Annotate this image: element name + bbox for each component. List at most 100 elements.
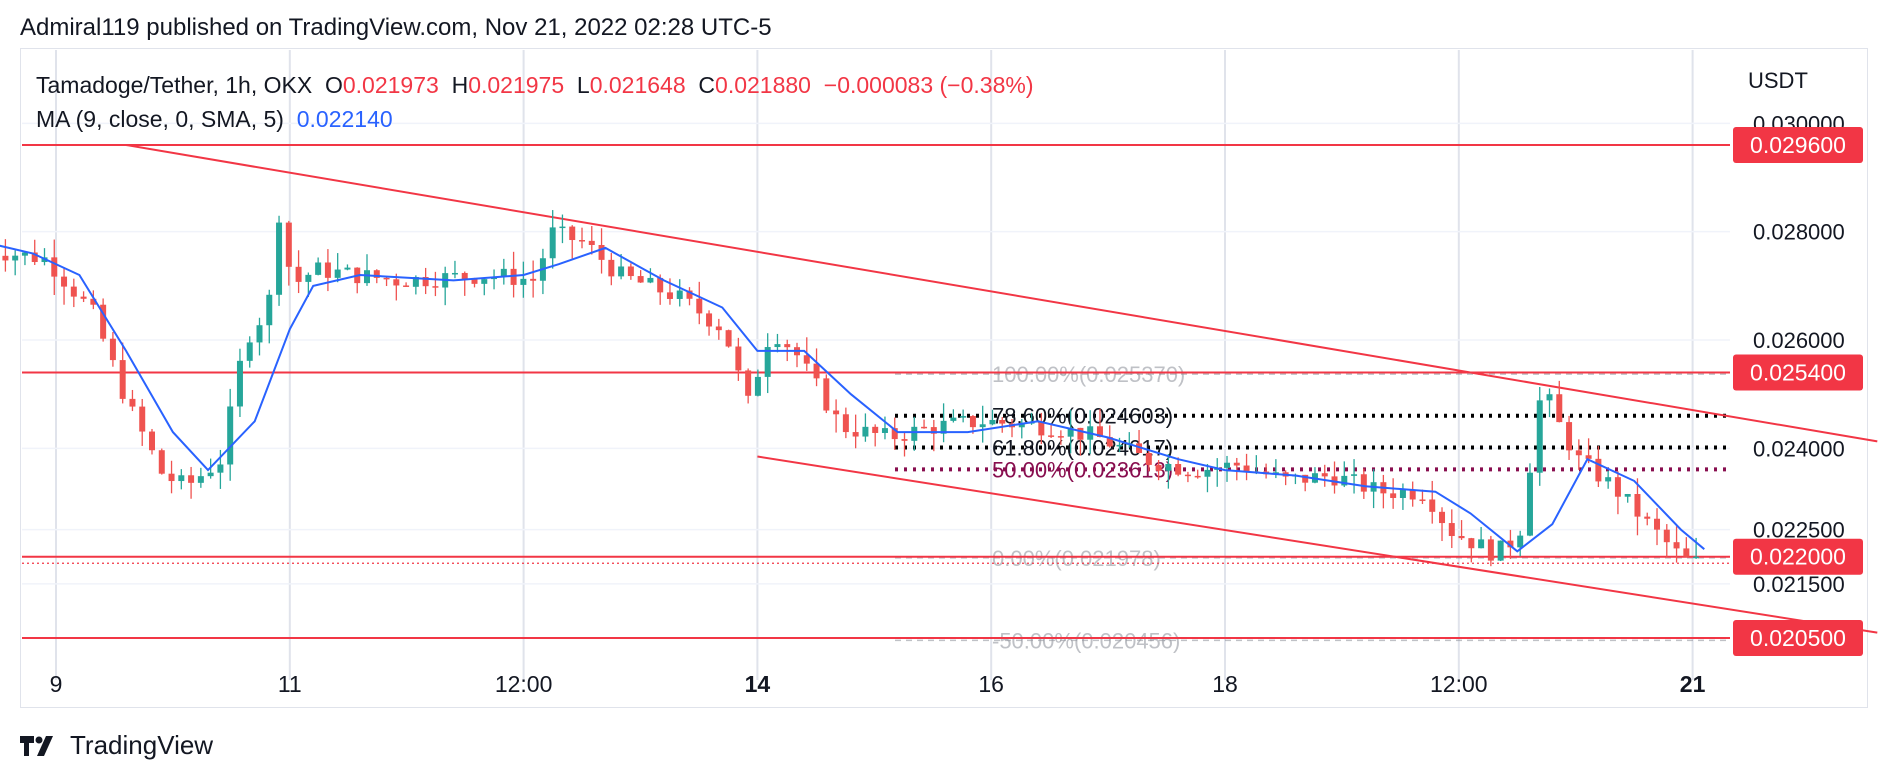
price-tag-bg bbox=[1733, 354, 1863, 391]
candle-body bbox=[2, 255, 9, 261]
candle-body bbox=[657, 277, 664, 293]
candle-body bbox=[588, 240, 595, 246]
channel-lower-line[interactable] bbox=[757, 455, 1878, 634]
symbol-label[interactable]: Tamadoge/Tether, 1h, OKX bbox=[36, 72, 313, 98]
candle-body bbox=[1321, 473, 1328, 477]
candle-body bbox=[383, 277, 390, 280]
candle-body bbox=[852, 432, 859, 437]
candle-body bbox=[1302, 474, 1309, 483]
candle-body bbox=[1673, 542, 1680, 549]
candle-body bbox=[188, 475, 195, 483]
candle-body bbox=[139, 406, 146, 432]
ma-line[interactable] bbox=[0, 243, 1705, 553]
candle-body bbox=[1507, 540, 1514, 548]
fib-level-label: -50.00%(0.020456) bbox=[992, 628, 1180, 653]
candle-body bbox=[1595, 458, 1602, 482]
close-label: C bbox=[698, 72, 716, 98]
tradingview-brand: TradingView bbox=[70, 730, 214, 760]
candle-body bbox=[569, 226, 576, 241]
candle-body bbox=[764, 347, 771, 377]
candle-body bbox=[1165, 463, 1172, 471]
candle-body bbox=[715, 326, 722, 331]
candle-body bbox=[90, 298, 97, 305]
candle-body bbox=[51, 257, 58, 277]
candle-body bbox=[119, 360, 126, 399]
candle-body bbox=[70, 286, 77, 297]
candle-body bbox=[295, 266, 302, 282]
candle-body bbox=[412, 276, 419, 287]
candle-body bbox=[334, 269, 341, 278]
candle-body bbox=[520, 278, 527, 285]
y-tick-label: 0.028000 bbox=[1753, 220, 1845, 245]
candle-body bbox=[393, 279, 400, 286]
x-tick-label: 12:00 bbox=[495, 671, 553, 697]
candle-body bbox=[471, 279, 478, 284]
candle-body bbox=[1419, 499, 1426, 501]
candle-body bbox=[31, 252, 38, 263]
candle-body bbox=[510, 268, 517, 285]
candle-body bbox=[1233, 462, 1240, 466]
candle-body bbox=[1243, 465, 1250, 473]
candle-body bbox=[754, 376, 761, 396]
price-tag-label: 0.025400 bbox=[1750, 360, 1846, 386]
candle-body bbox=[1390, 493, 1397, 498]
candle-body bbox=[432, 286, 439, 288]
candle-body bbox=[276, 222, 283, 295]
candle-body bbox=[12, 255, 19, 261]
ma-label: MA (9, close, 0, SMA, 5) bbox=[36, 106, 284, 132]
candle-body bbox=[618, 266, 625, 277]
candle-body bbox=[21, 252, 28, 256]
fib-level-label: 50.00%(0.023613) bbox=[992, 457, 1173, 482]
candle-body bbox=[1556, 394, 1563, 423]
candle-body bbox=[1517, 535, 1524, 548]
candle-body bbox=[178, 475, 185, 482]
candle-body bbox=[1546, 394, 1553, 401]
price-tag-label: 0.020500 bbox=[1750, 625, 1846, 651]
candle-body bbox=[461, 272, 468, 280]
candle-body bbox=[1526, 472, 1533, 536]
channel-upper-line[interactable] bbox=[125, 144, 1878, 443]
candle-body bbox=[1409, 490, 1416, 500]
candle-body bbox=[109, 338, 116, 361]
candle-body bbox=[500, 268, 507, 277]
candle-body bbox=[608, 259, 615, 277]
candle-body bbox=[1194, 475, 1201, 478]
high-label: H bbox=[451, 72, 469, 98]
candle-body bbox=[1566, 422, 1573, 451]
x-tick-label: 12:00 bbox=[1430, 671, 1488, 697]
candle-body bbox=[676, 290, 683, 299]
candle-body bbox=[745, 370, 752, 396]
candle-body bbox=[1487, 539, 1494, 561]
candle-body bbox=[158, 450, 165, 474]
candle-body bbox=[1067, 427, 1074, 437]
candle-body bbox=[285, 222, 292, 267]
candle-body bbox=[1429, 499, 1436, 512]
candle-body bbox=[637, 276, 644, 283]
candle-body bbox=[725, 330, 732, 347]
candle-body bbox=[1654, 518, 1661, 530]
candle-body bbox=[217, 464, 224, 473]
candle-body bbox=[1116, 444, 1123, 447]
candle-body bbox=[61, 276, 68, 287]
candle-body bbox=[1624, 494, 1631, 497]
chart-frame bbox=[20, 48, 1868, 708]
price-tag-label: 0.022000 bbox=[1750, 544, 1846, 570]
tradingview-logo-icon bbox=[20, 735, 53, 756]
candle-body bbox=[1478, 539, 1485, 549]
candle-body bbox=[686, 290, 693, 299]
candle-body bbox=[1145, 452, 1152, 465]
candle-body bbox=[921, 426, 928, 429]
candle-body bbox=[1018, 423, 1025, 428]
ma-legend[interactable]: MA (9, close, 0, SMA, 5) 0.022140 bbox=[36, 106, 393, 133]
candle-body bbox=[1644, 516, 1651, 519]
candle-body bbox=[696, 298, 703, 314]
y-tick-label: 0.022500 bbox=[1753, 518, 1845, 543]
candle-body bbox=[1468, 538, 1475, 549]
candle-body bbox=[236, 360, 243, 407]
y-tick-label: 0.024000 bbox=[1753, 436, 1845, 461]
candle-body bbox=[1683, 548, 1690, 557]
candle-body bbox=[999, 419, 1006, 424]
candle-body bbox=[1224, 462, 1231, 468]
candle-body bbox=[168, 473, 175, 482]
